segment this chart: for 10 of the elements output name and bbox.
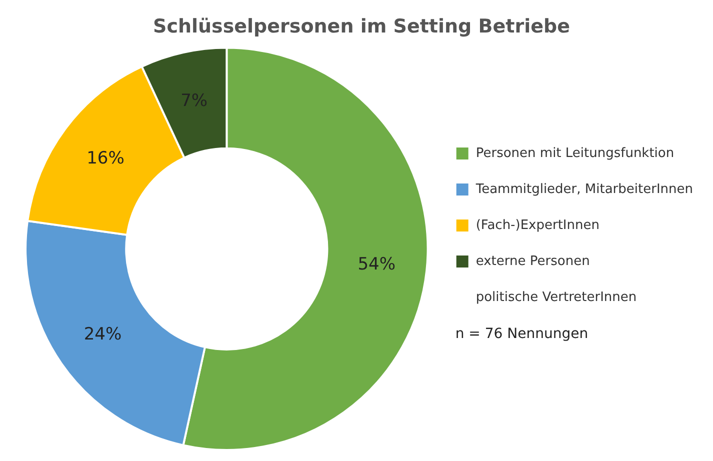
legend-label: externe Personen: [476, 254, 590, 269]
chart-title: Schlüsselpersonen im Setting Betriebe: [153, 15, 570, 38]
data-label: 16%: [86, 148, 124, 169]
legend-label: Personen mit Leitungsfunktion: [476, 146, 674, 161]
data-label: 24%: [84, 324, 122, 344]
legend-label: (Fach-)ExpertInnen: [476, 218, 600, 233]
legend-label: Teammitglieder, MitarbeiterInnen: [474, 182, 694, 197]
category-label: politische VertreterInnen: [476, 290, 637, 305]
data-label: 54%: [358, 254, 396, 275]
text: n = 76 Nennungen: [455, 326, 588, 342]
